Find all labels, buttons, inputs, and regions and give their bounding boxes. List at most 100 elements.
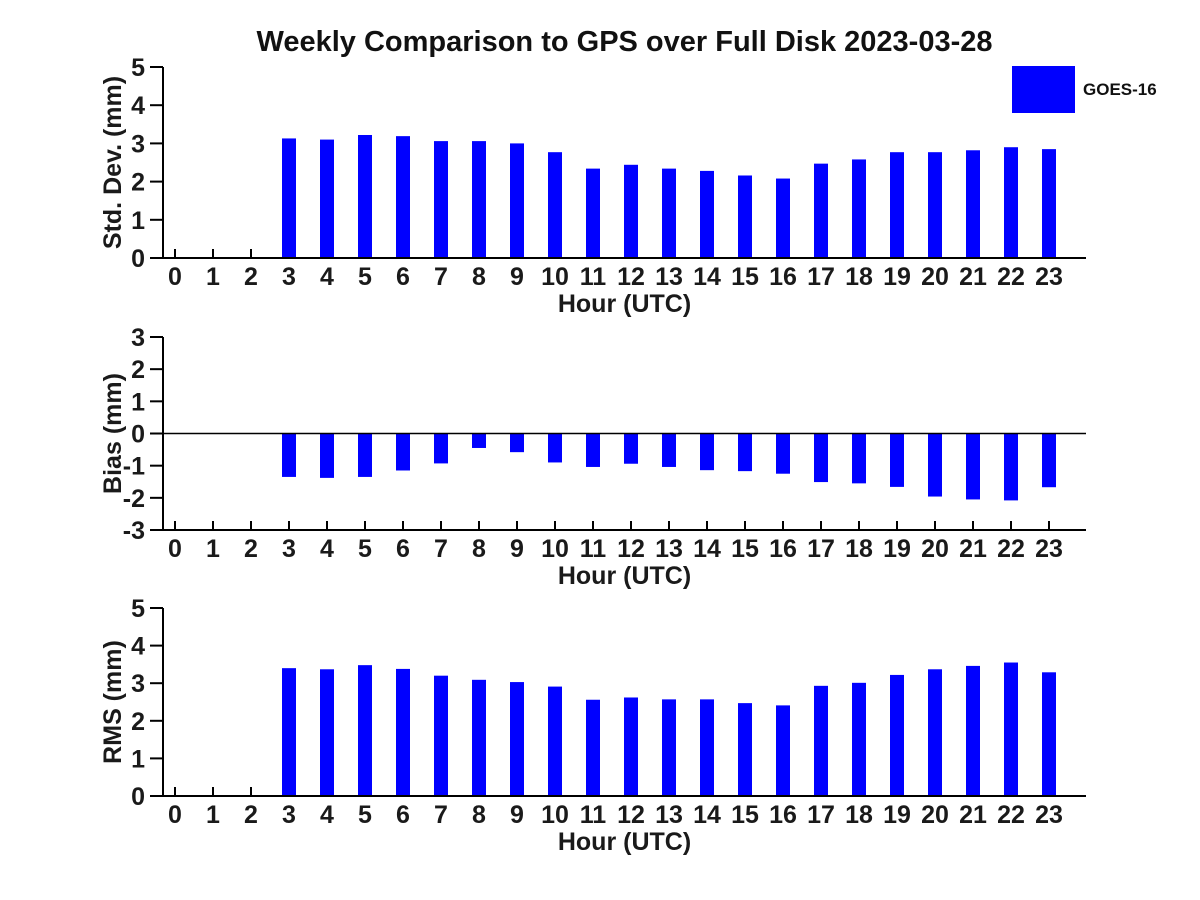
bar-bias-hour-23 (1042, 433, 1056, 488)
x-tick-label: 11 (580, 535, 607, 563)
bar-stddev-hour-4 (320, 139, 334, 258)
bar-stddev-hour-15 (738, 175, 752, 258)
x-tick-label: 15 (731, 535, 759, 563)
bar-rms-hour-7 (434, 675, 448, 796)
bar-stddev-hour-21 (966, 150, 980, 258)
x-tick-label: 20 (921, 535, 949, 563)
x-tick-label: 3 (282, 801, 296, 829)
y-axis-label: RMS (mm) (99, 640, 127, 764)
bar-bias-hour-22 (1004, 433, 1018, 501)
x-tick-label: 19 (883, 535, 911, 563)
x-tick-label: 0 (168, 535, 182, 563)
x-tick-label: 11 (580, 263, 607, 291)
y-tick-label: 0 (131, 245, 145, 273)
x-tick-label: 12 (617, 801, 645, 829)
bar-stddev-hour-3 (282, 138, 296, 258)
bar-rms-hour-4 (320, 669, 334, 796)
bar-bias-hour-3 (282, 433, 296, 477)
bar-bias-hour-14 (700, 433, 714, 471)
x-tick-label: 9 (510, 263, 524, 291)
bar-stddev-hour-6 (396, 136, 410, 258)
x-tick-label: 4 (320, 263, 334, 291)
y-tick-label: 3 (131, 670, 145, 698)
bar-rms-hour-5 (358, 665, 372, 796)
x-tick-label: 6 (396, 535, 410, 563)
x-tick-label: 15 (731, 263, 759, 291)
x-tick-label: 9 (510, 801, 524, 829)
bar-stddev-hour-20 (928, 152, 942, 258)
x-tick-label: 16 (769, 263, 797, 291)
bar-rms-hour-3 (282, 668, 296, 796)
figure-title: Weekly Comparison to GPS over Full Disk … (256, 26, 993, 58)
x-tick-label: 8 (472, 535, 486, 563)
x-tick-label: 23 (1035, 535, 1063, 563)
x-tick-label: 10 (541, 535, 569, 563)
x-tick-label: 4 (320, 535, 334, 563)
x-tick-label: 10 (541, 263, 569, 291)
bar-bias-hour-13 (662, 433, 676, 467)
x-tick-label: 4 (320, 801, 334, 829)
x-tick-label: 5 (358, 263, 372, 291)
x-tick-label: 3 (282, 535, 296, 563)
x-tick-label: 15 (731, 801, 759, 829)
bar-rms-hour-22 (1004, 662, 1018, 796)
y-axis-label: Bias (mm) (99, 373, 127, 494)
bar-bias-hour-20 (928, 433, 942, 497)
bar-rms-hour-10 (548, 686, 562, 796)
bar-bias-hour-12 (624, 433, 638, 464)
x-tick-label: 23 (1035, 263, 1063, 291)
bar-stddev-hour-12 (624, 164, 638, 258)
bar-stddev-hour-5 (358, 134, 372, 258)
x-tick-label: 8 (472, 263, 486, 291)
x-tick-label: 22 (997, 263, 1025, 291)
y-tick-label: 0 (131, 783, 145, 811)
legend: GOES-16 (1012, 66, 1157, 113)
y-tick-label: 3 (131, 130, 145, 158)
x-tick-label: 16 (769, 535, 797, 563)
bar-rms-hour-11 (586, 699, 600, 796)
x-tick-label: 1 (206, 535, 220, 563)
bar-stddev-hour-16 (776, 178, 790, 258)
bar-bias-hour-6 (396, 433, 410, 471)
x-tick-label: 18 (845, 801, 873, 829)
y-tick-label: 0 (131, 421, 145, 449)
bar-rms-hour-19 (890, 674, 904, 796)
y-tick-label: 4 (131, 92, 145, 120)
x-tick-label: 6 (396, 263, 410, 291)
y-tick-label: 2 (131, 708, 145, 736)
x-tick-label: 7 (434, 263, 448, 291)
bar-bias-hour-8 (472, 433, 486, 448)
y-tick-label: 1 (131, 207, 145, 235)
bar-rms-hour-18 (852, 682, 866, 796)
x-tick-label: 18 (845, 535, 873, 563)
bar-bias-hour-15 (738, 433, 752, 472)
x-tick-label: 1 (206, 801, 220, 829)
y-tick-label: 2 (131, 169, 145, 197)
x-tick-label: 16 (769, 801, 797, 829)
bar-bias-hour-10 (548, 433, 562, 463)
x-tick-label: 18 (845, 263, 873, 291)
bar-rms-hour-17 (814, 685, 828, 796)
x-tick-label: 23 (1035, 801, 1063, 829)
bar-bias-hour-17 (814, 433, 828, 483)
x-tick-label: 9 (510, 535, 524, 563)
x-axis-label: Hour (UTC) (558, 290, 691, 318)
bar-rms-hour-15 (738, 703, 752, 796)
x-tick-label: 0 (168, 263, 182, 291)
y-tick-label: 3 (131, 324, 145, 352)
y-tick-label: 5 (131, 595, 145, 623)
bar-stddev-hour-10 (548, 152, 562, 258)
x-tick-label: 7 (434, 535, 448, 563)
y-tick-label: 4 (131, 633, 145, 661)
bar-bias-hour-5 (358, 433, 372, 477)
bar-rms-hour-13 (662, 699, 676, 796)
x-tick-label: 22 (997, 801, 1025, 829)
legend-label: GOES-16 (1083, 79, 1157, 99)
bar-bias-hour-18 (852, 433, 866, 484)
bar-bias-hour-4 (320, 433, 334, 478)
x-tick-label: 14 (693, 535, 721, 563)
